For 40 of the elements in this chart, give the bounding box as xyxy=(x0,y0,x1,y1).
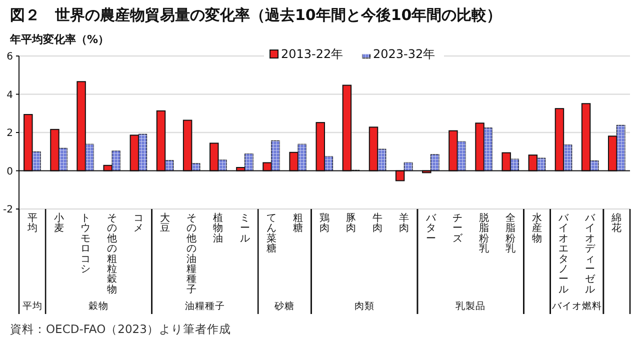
y-tick-label: -2 xyxy=(3,204,13,216)
chart-title: 図２ 世界の農産物貿易量の変化率（過去10年間と今後10年間の比較） xyxy=(10,6,502,24)
x-tick-label: 綿花 xyxy=(610,212,622,234)
text: 資料：OECD-FAO（2023）より筆者作成 xyxy=(10,322,231,336)
x-tick-label: 鶏肉 xyxy=(320,212,330,234)
x-tick-label: 水産物 xyxy=(532,212,542,244)
y-tick-label: 0 xyxy=(6,166,13,178)
x-tick-label: 全脂粉乳 xyxy=(505,212,516,255)
x-tick-label: 植物油 xyxy=(213,212,224,244)
x-tick-label: ミール xyxy=(240,213,250,244)
x-tick-label: 牛肉 xyxy=(372,212,383,234)
x-tick-label: 羊肉 xyxy=(399,212,410,234)
x-tick-label: その他の油糧種子 xyxy=(186,213,197,296)
x-tick-label: チーズ xyxy=(452,213,464,244)
x-tick-label: 粗糖 xyxy=(292,213,303,234)
x-tick-label: 大豆 xyxy=(160,212,170,234)
x-tick-label: トウモロコシ xyxy=(80,213,90,275)
x-tick-label: その他の粗粒穀物 xyxy=(106,213,117,296)
y-tick-label: 2 xyxy=(6,128,13,139)
x-tick-label: コメ xyxy=(134,213,144,234)
x-tick-label: バター xyxy=(424,213,437,244)
x-tick-label: 小麦 xyxy=(54,212,64,234)
text: 砂糖 xyxy=(274,300,295,312)
legend-label: 2013-22年 xyxy=(281,47,344,62)
text: バイオ燃料 xyxy=(550,300,602,312)
x-tick-label: 平均 xyxy=(26,213,38,234)
x-tick-label: 豚肉 xyxy=(346,213,356,234)
text: 穀物 xyxy=(88,300,109,312)
text: 乳製品 xyxy=(456,300,486,312)
text: 平均 xyxy=(22,300,42,312)
x-tick-label: てん菜糖 xyxy=(266,213,276,255)
y-axis-title: 年平均変化率（%） xyxy=(9,33,110,46)
x-tick-label: バイオエタノール xyxy=(558,213,570,296)
x-tick-label: 脱脂粉乳 xyxy=(478,212,489,255)
text: 油糧種子 xyxy=(184,300,225,312)
y-tick-label: 6 xyxy=(6,52,13,62)
y-tick-label: 4 xyxy=(6,90,13,101)
legend-label: 2023-32年 xyxy=(373,47,436,62)
x-tick-label: バイオディーゼル xyxy=(584,213,596,296)
text: 肉類 xyxy=(354,300,374,312)
